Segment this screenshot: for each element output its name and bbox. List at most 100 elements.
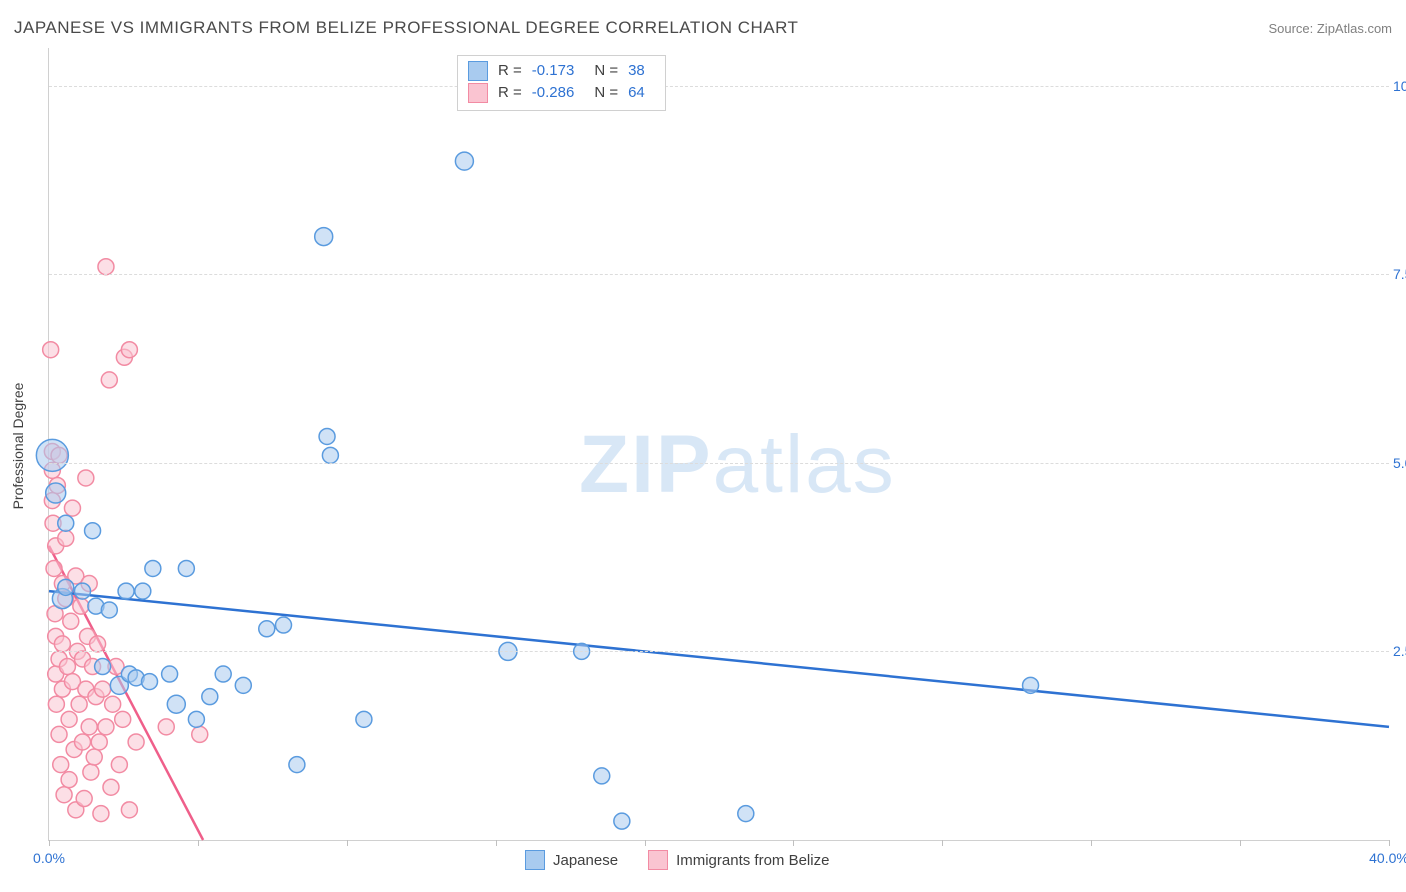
blue-trend-line bbox=[49, 591, 1389, 727]
blue-data-point bbox=[162, 666, 178, 682]
n-label: N = bbox=[594, 60, 618, 82]
blue-data-point bbox=[455, 152, 473, 170]
pink-data-point bbox=[76, 791, 92, 807]
stats-legend-row: R =-0.173N =38 bbox=[468, 60, 655, 82]
chart-title: JAPANESE VS IMMIGRANTS FROM BELIZE PROFE… bbox=[14, 18, 798, 38]
legend-swatch-icon bbox=[525, 850, 545, 870]
blue-data-point bbox=[594, 768, 610, 784]
blue-data-point bbox=[289, 757, 305, 773]
pink-data-point bbox=[91, 734, 107, 750]
x-tick bbox=[347, 840, 348, 846]
r-value: -0.286 bbox=[532, 82, 575, 104]
x-tick bbox=[942, 840, 943, 846]
stats-legend-row: R =-0.286N =64 bbox=[468, 82, 655, 104]
pink-data-point bbox=[63, 613, 79, 629]
source-attribution: Source: ZipAtlas.com bbox=[1268, 21, 1392, 36]
r-label: R = bbox=[498, 60, 522, 82]
blue-data-point bbox=[135, 583, 151, 599]
x-tick-label: 40.0% bbox=[1369, 850, 1406, 866]
pink-data-point bbox=[46, 560, 62, 576]
x-tick bbox=[1091, 840, 1092, 846]
legend-label: Immigrants from Belize bbox=[676, 852, 829, 869]
blue-data-point bbox=[202, 689, 218, 705]
blue-data-point bbox=[178, 560, 194, 576]
blue-data-point bbox=[145, 560, 161, 576]
pink-data-point bbox=[58, 530, 74, 546]
y-tick-label: 5.0% bbox=[1393, 455, 1406, 471]
gridline bbox=[49, 651, 1389, 652]
legend-swatch-icon bbox=[468, 61, 488, 81]
pink-data-point bbox=[98, 719, 114, 735]
pink-data-point bbox=[158, 719, 174, 735]
n-label: N = bbox=[594, 82, 618, 104]
blue-data-point bbox=[738, 806, 754, 822]
pink-data-point bbox=[64, 500, 80, 516]
pink-data-point bbox=[78, 470, 94, 486]
y-tick-label: 2.5% bbox=[1393, 643, 1406, 659]
blue-data-point bbox=[101, 602, 117, 618]
blue-data-point bbox=[118, 583, 134, 599]
pink-data-point bbox=[81, 719, 97, 735]
series-legend: Japanese Immigrants from Belize bbox=[525, 850, 829, 870]
pink-data-point bbox=[128, 734, 144, 750]
pink-data-point bbox=[51, 726, 67, 742]
pink-data-point bbox=[105, 696, 121, 712]
pink-data-point bbox=[121, 802, 137, 818]
blue-data-point bbox=[614, 813, 630, 829]
blue-data-point bbox=[75, 583, 91, 599]
x-tick bbox=[793, 840, 794, 846]
y-tick-label: 10.0% bbox=[1393, 78, 1406, 94]
pink-data-point bbox=[83, 764, 99, 780]
stats-legend: R =-0.173N =38R =-0.286N =64 bbox=[457, 55, 666, 111]
blue-data-point bbox=[142, 674, 158, 690]
gridline bbox=[49, 274, 1389, 275]
pink-data-point bbox=[103, 779, 119, 795]
gridline bbox=[49, 463, 1389, 464]
pink-data-point bbox=[59, 659, 75, 675]
legend-swatch-icon bbox=[648, 850, 668, 870]
blue-data-point bbox=[95, 659, 111, 675]
pink-data-point bbox=[101, 372, 117, 388]
blue-data-point bbox=[315, 228, 333, 246]
blue-data-point bbox=[46, 483, 66, 503]
blue-data-point bbox=[319, 428, 335, 444]
gridline bbox=[49, 86, 1389, 87]
pink-data-point bbox=[115, 711, 131, 727]
blue-data-point bbox=[276, 617, 292, 633]
legend-label: Japanese bbox=[553, 852, 618, 869]
pink-data-point bbox=[90, 636, 106, 652]
legend-item: Japanese bbox=[525, 850, 618, 870]
pink-data-point bbox=[61, 711, 77, 727]
blue-data-point bbox=[235, 677, 251, 693]
blue-data-point bbox=[259, 621, 275, 637]
blue-data-point bbox=[36, 439, 68, 471]
blue-data-point bbox=[322, 447, 338, 463]
r-value: -0.173 bbox=[532, 60, 575, 82]
pink-data-point bbox=[121, 342, 137, 358]
y-axis-label: Professional Degree bbox=[10, 383, 26, 510]
pink-data-point bbox=[86, 749, 102, 765]
pink-data-point bbox=[61, 772, 77, 788]
pink-data-point bbox=[48, 696, 64, 712]
blue-data-point bbox=[188, 711, 204, 727]
plot-area: ZIPatlas 2.5%5.0%7.5%10.0%0.0%40.0% bbox=[48, 48, 1389, 841]
pink-data-point bbox=[111, 757, 127, 773]
x-tick bbox=[198, 840, 199, 846]
x-tick-label: 0.0% bbox=[33, 850, 65, 866]
chart-svg bbox=[49, 48, 1389, 840]
pink-data-point bbox=[93, 806, 109, 822]
pink-data-point bbox=[54, 636, 70, 652]
blue-data-point bbox=[58, 515, 74, 531]
blue-data-point bbox=[58, 579, 74, 595]
pink-data-point bbox=[56, 787, 72, 803]
blue-data-point bbox=[215, 666, 231, 682]
y-tick-label: 7.5% bbox=[1393, 266, 1406, 282]
blue-data-point bbox=[1023, 677, 1039, 693]
pink-data-point bbox=[192, 726, 208, 742]
pink-data-point bbox=[73, 598, 89, 614]
pink-data-point bbox=[95, 681, 111, 697]
x-tick bbox=[49, 840, 50, 846]
pink-data-point bbox=[98, 259, 114, 275]
x-tick bbox=[496, 840, 497, 846]
legend-swatch-icon bbox=[468, 83, 488, 103]
